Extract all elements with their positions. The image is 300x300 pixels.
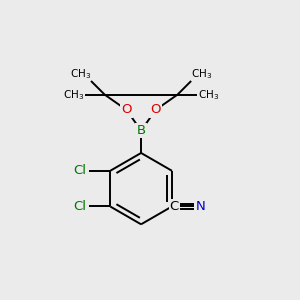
Text: CH$_3$: CH$_3$ [198,88,220,101]
Text: Cl: Cl [74,200,86,213]
Text: Cl: Cl [74,164,86,177]
Text: CH$_3$: CH$_3$ [63,88,84,101]
Text: B: B [136,124,146,137]
Text: O: O [121,103,132,116]
Text: CH$_3$: CH$_3$ [70,67,91,81]
Text: CH$_3$: CH$_3$ [191,67,212,81]
Text: N: N [195,200,205,213]
Text: C: C [170,200,179,213]
Text: O: O [150,103,161,116]
